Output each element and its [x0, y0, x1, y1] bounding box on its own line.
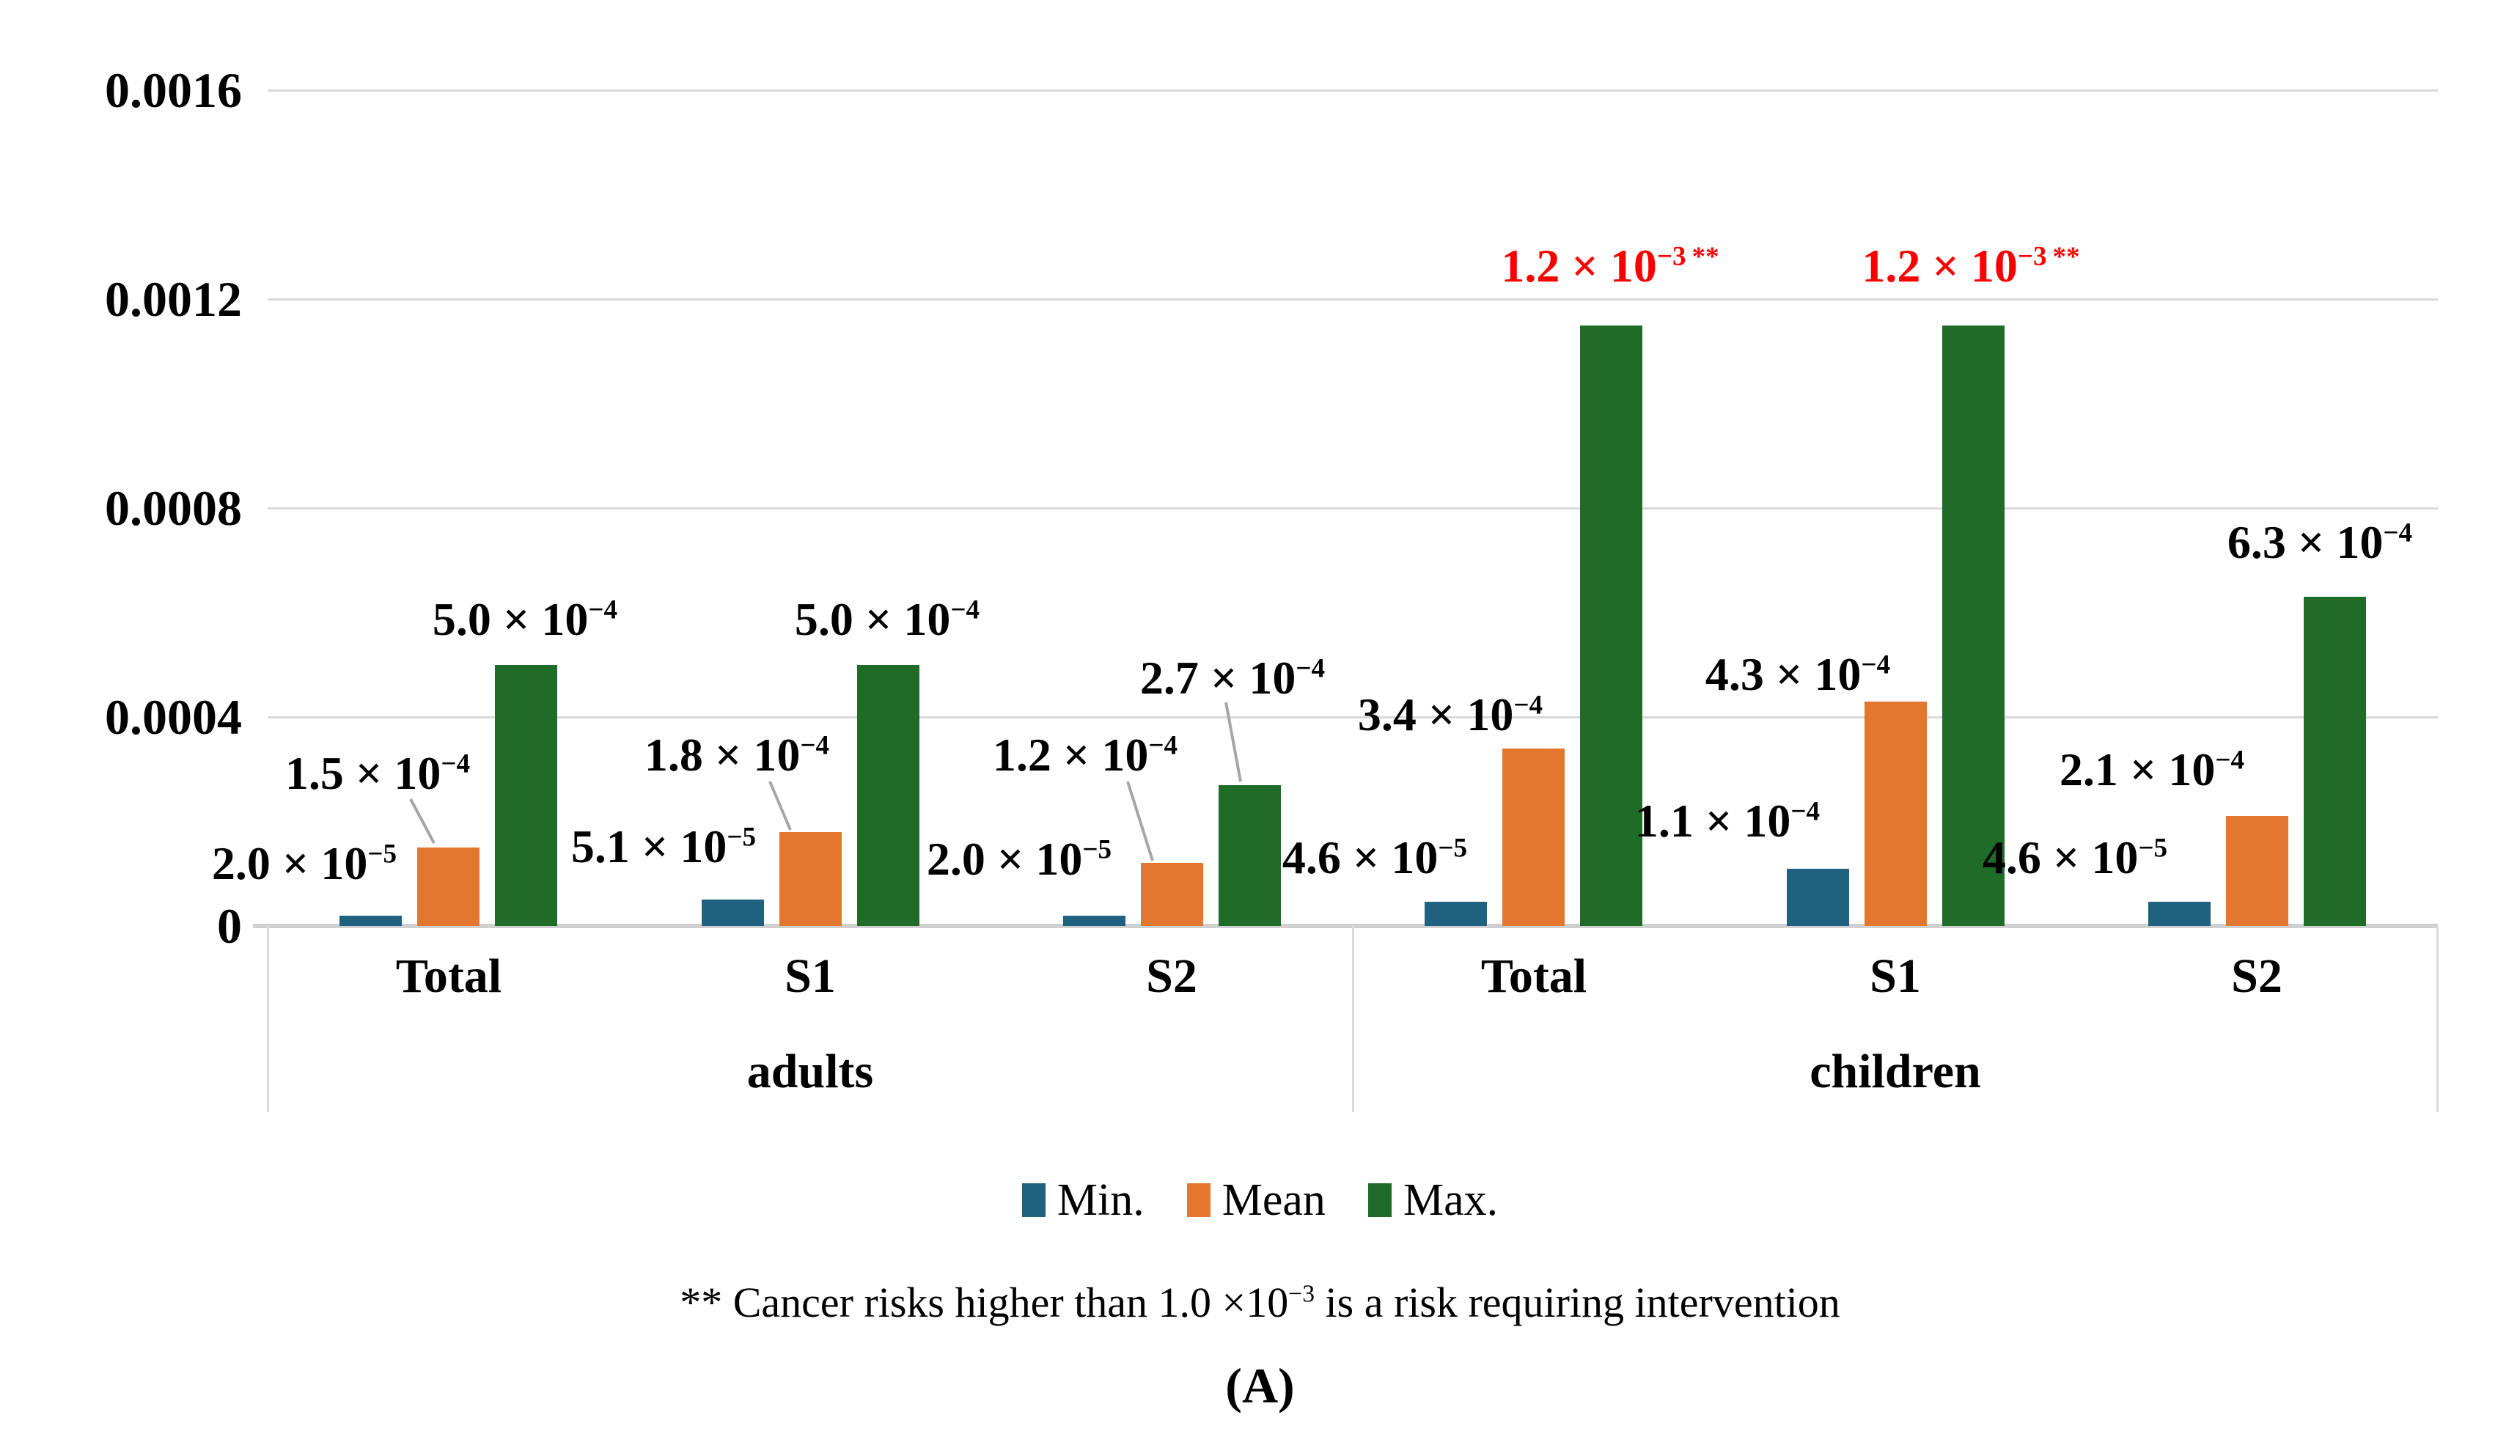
y-tick-label: 0.0004	[105, 689, 242, 745]
data-label-max-adults-total: 5.0 × 10−4	[432, 593, 618, 645]
gridline-0.0016	[268, 89, 2438, 92]
legend: Min. Mean Max.	[0, 1177, 2520, 1223]
data-label-mean-adults-s1: 1.8 × 10−4	[644, 729, 830, 781]
data-label-mean-children-s1: 4.3 × 10−4	[1705, 648, 1891, 700]
data-label-mean-children-s2: 2.1 × 10−4	[2059, 743, 2245, 795]
data-label-mean-children-total: 3.4 × 10−4	[1357, 688, 1543, 740]
data-label-mean-adults-total: 1.5 × 10−4	[284, 747, 471, 799]
bar-max-adults-s2	[1219, 785, 1281, 926]
data-label-max-adults-s2: 2.7 × 10−4	[1139, 652, 1326, 704]
axis-divider-adults-children	[1352, 926, 1354, 1112]
bar-min-children-s1	[1787, 869, 1849, 926]
data-label-min-adults-s1: 5.1 × 10−5	[570, 820, 757, 872]
x-group-label-children: children	[1810, 1045, 1981, 1098]
legend-swatch-min-icon	[1021, 1183, 1046, 1217]
x-category-label-adults-s2: S2	[1146, 949, 1197, 1003]
bar-min-children-s2	[2148, 902, 2211, 926]
x-category-label-adults-s1: S1	[785, 949, 836, 1003]
footnote: ** Cancer risks higher than 1.0 ×10−3 is…	[0, 1282, 2520, 1324]
bar-max-children-total	[1580, 326, 1642, 926]
panel-label: (A)	[1225, 1358, 1295, 1413]
y-tick-label: 0	[217, 898, 242, 954]
data-label-leader-line	[768, 781, 792, 831]
bar-mean-adults-s2	[1141, 863, 1203, 926]
legend-item-min: Min.	[1021, 1175, 1145, 1225]
y-tick-label: 0.0012	[105, 271, 242, 327]
bar-max-children-s1	[1942, 326, 2005, 926]
gridline-0.0004	[268, 716, 2438, 718]
data-label-max-children-s1: 1.2 × 10−3 **	[1862, 240, 2080, 292]
legend-label-min: Min.	[1057, 1175, 1145, 1225]
axis-border-right	[2436, 926, 2439, 1112]
data-label-leader-line	[1224, 702, 1242, 782]
legend-label-max: Max.	[1403, 1175, 1499, 1225]
y-tick-label: 0.0008	[105, 480, 242, 536]
bar-max-adults-total	[495, 665, 557, 926]
footnote-exponent: −3	[1288, 1280, 1315, 1308]
bar-max-adults-s1	[857, 665, 919, 926]
x-category-label-children-s2: S2	[2231, 949, 2282, 1003]
data-label-mean-adults-s2: 1.2 × 10−4	[992, 729, 1178, 781]
y-tick-label: 0.0016	[105, 62, 242, 118]
legend-swatch-max-icon	[1367, 1183, 1392, 1217]
data-label-min-children-s2: 4.6 × 10−5	[1982, 831, 2168, 883]
data-label-min-adults-s2: 2.0 × 10−5	[926, 833, 1112, 885]
data-label-min-children-s1: 1.1 × 10−4	[1634, 795, 1821, 847]
x-category-label-children-total: Total	[1480, 949, 1587, 1003]
footnote-prefix: ** Cancer risks higher than 1.0 ×10	[680, 1279, 1289, 1326]
legend-swatch-mean-icon	[1186, 1183, 1211, 1217]
legend-item-max: Max.	[1367, 1175, 1499, 1225]
data-label-min-adults-total: 2.0 × 10−5	[211, 837, 397, 889]
gridline-0.0008	[268, 507, 2438, 510]
data-label-max-children-s2: 6.3 × 10−4	[2227, 516, 2413, 568]
data-label-leader-line	[409, 798, 436, 844]
x-group-label-adults: adults	[746, 1045, 874, 1098]
x-axis-baseline	[253, 924, 2438, 928]
bar-mean-children-s1	[1865, 702, 1927, 926]
bar-mean-adults-total	[417, 848, 480, 926]
bar-min-adults-total	[339, 916, 402, 926]
gridline-0.0012	[268, 298, 2438, 301]
data-label-max-adults-s1: 5.0 × 10−4	[794, 593, 980, 645]
bar-max-children-s2	[2304, 597, 2366, 926]
data-label-leader-line	[1126, 781, 1154, 861]
bar-min-children-total	[1425, 902, 1487, 926]
data-label-min-children-total: 4.6 × 10−5	[1282, 831, 1468, 883]
axis-border-left	[267, 926, 269, 1112]
bar-mean-children-total	[1502, 749, 1565, 926]
legend-label-mean: Mean	[1222, 1175, 1326, 1225]
x-category-label-adults-total: Total	[395, 949, 502, 1003]
bar-min-adults-s1	[702, 900, 764, 926]
data-label-max-children-total: 1.2 × 10−3 **	[1501, 240, 1719, 292]
bar-min-adults-s2	[1063, 916, 1125, 926]
bar-mean-children-s2	[2226, 816, 2288, 926]
legend-item-mean: Mean	[1186, 1175, 1326, 1225]
footnote-suffix: is a risk requiring intervention	[1315, 1279, 1840, 1326]
bar-mean-adults-s1	[779, 832, 842, 926]
x-category-label-children-s1: S1	[1870, 949, 1921, 1003]
